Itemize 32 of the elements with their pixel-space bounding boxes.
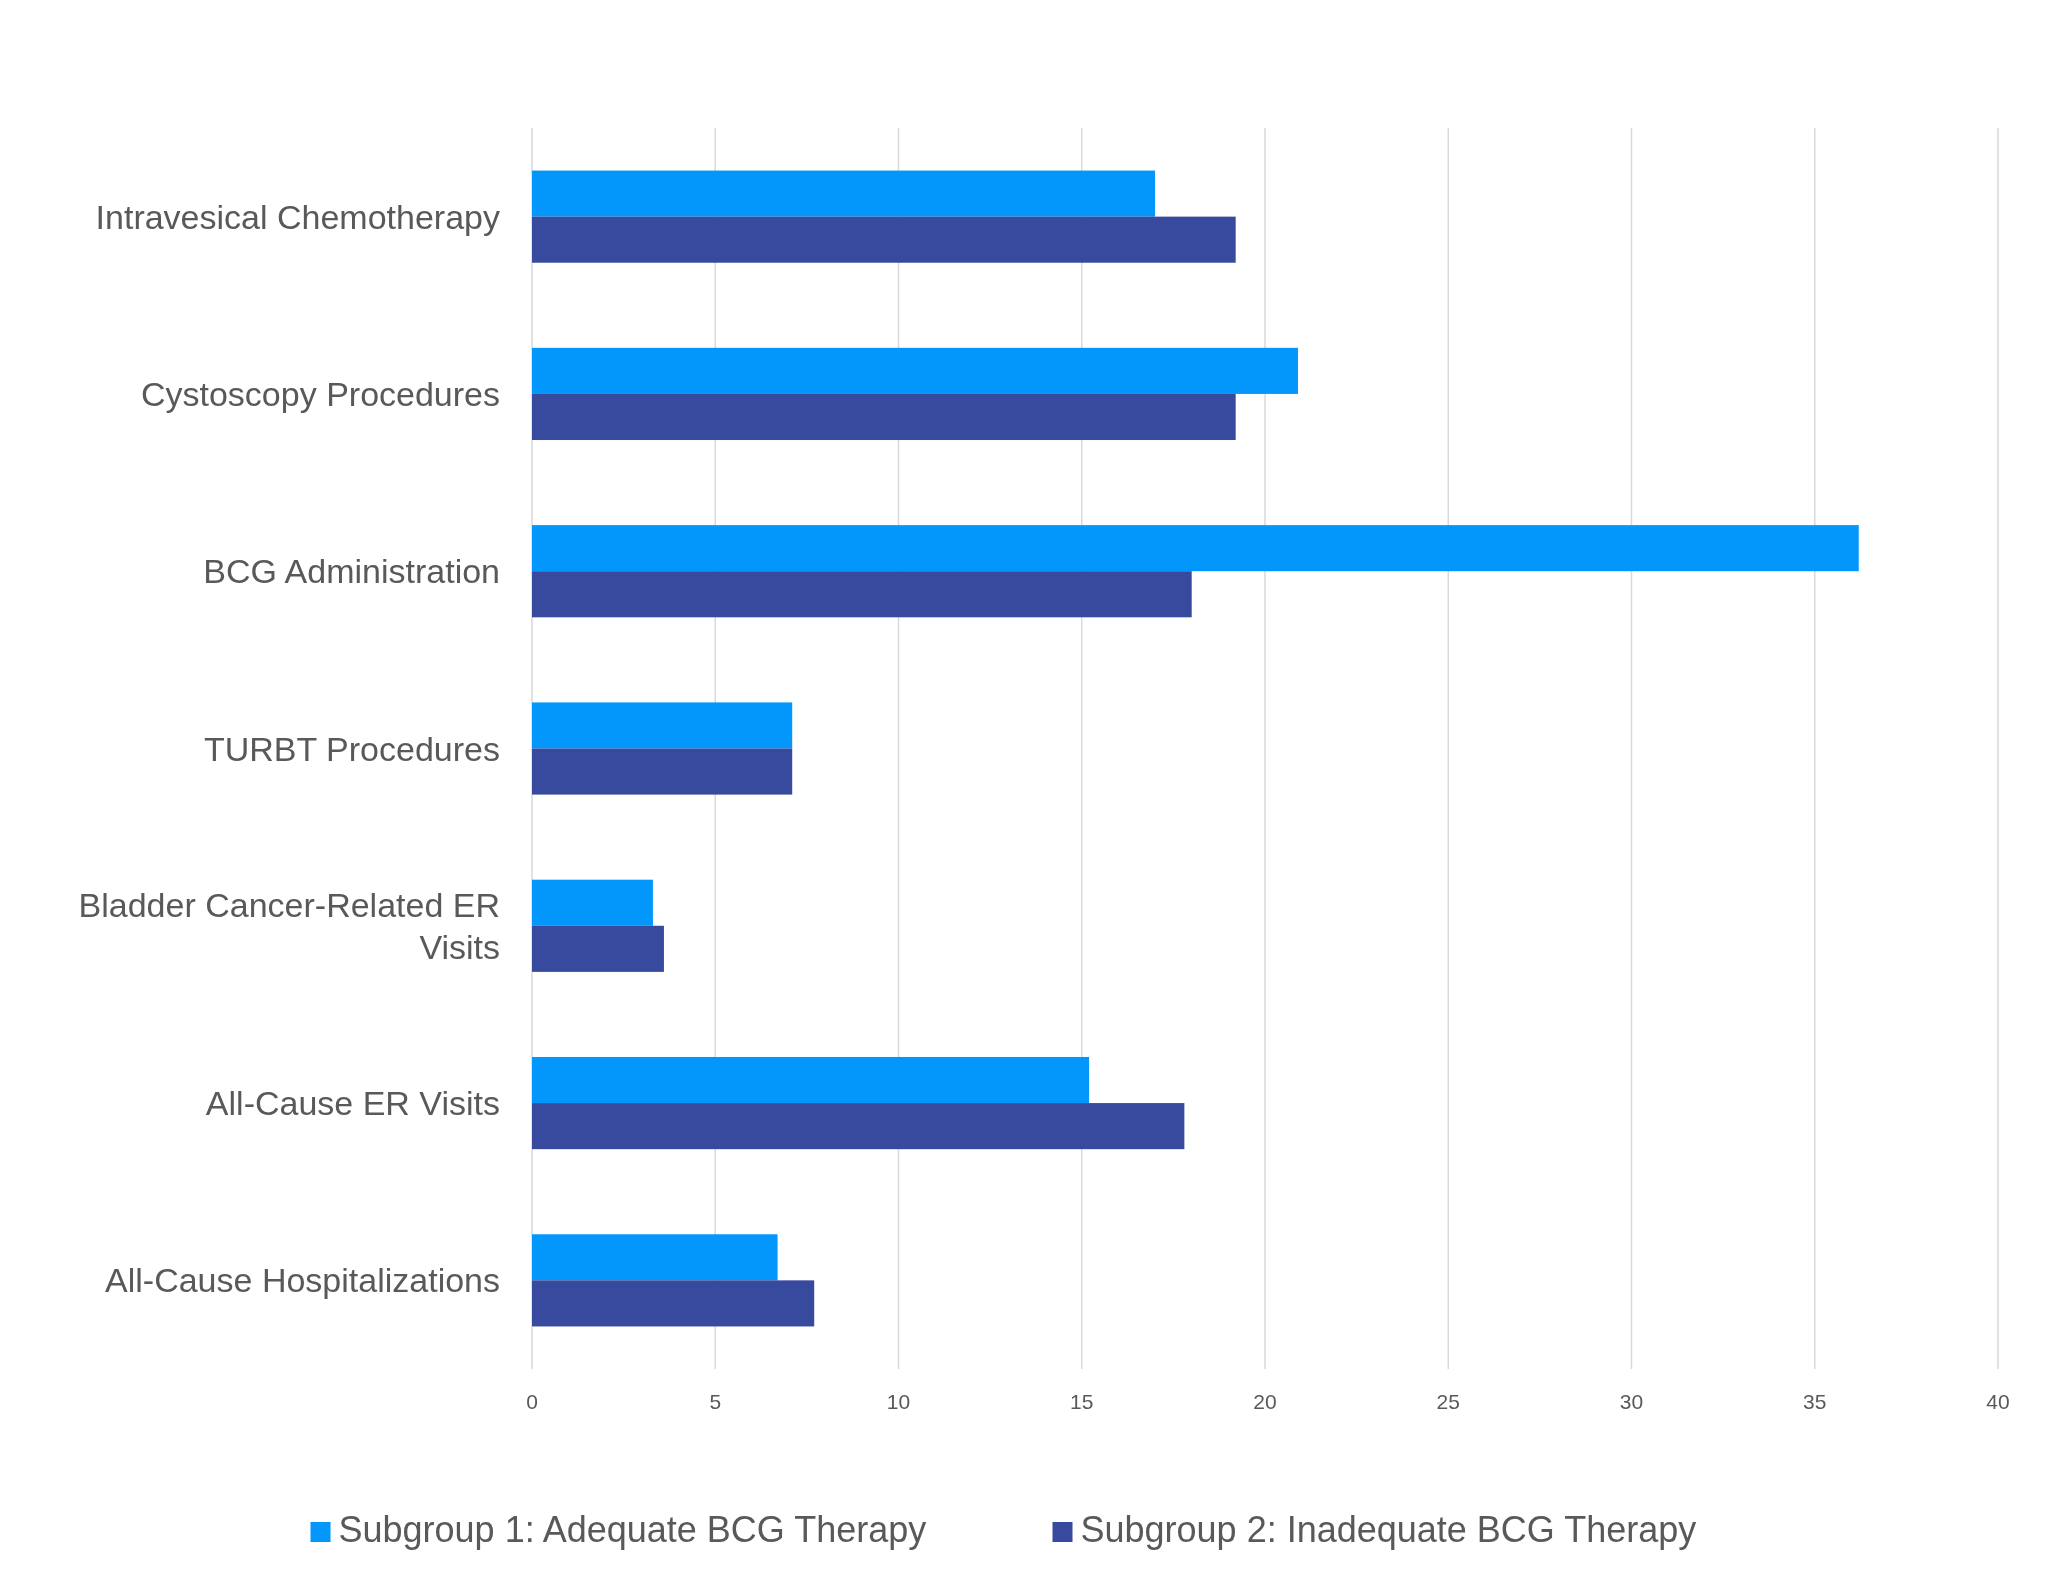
x-tick-label: 15: [1070, 1390, 1094, 1413]
bar: [532, 1103, 1185, 1150]
x-tick-label: 35: [1803, 1390, 1827, 1413]
bar: [532, 1280, 815, 1327]
x-tick-label: 30: [1619, 1390, 1644, 1413]
x-tick-label: 10: [886, 1390, 911, 1413]
x-tick-label: 20: [1253, 1390, 1277, 1413]
bar: [532, 525, 1859, 572]
y-tick-label: BCG Administration: [203, 552, 500, 591]
legend-label: Subgroup 1: Adequate BCG Therapy: [338, 1509, 927, 1550]
bar: [532, 571, 1192, 618]
bar: [532, 170, 1156, 217]
x-tick-label: 5: [709, 1390, 722, 1413]
y-tick-label: Cystoscopy Procedures: [140, 374, 500, 413]
y-tick-label: All-Cause Hospitalizations: [105, 1261, 500, 1300]
bar: [532, 393, 1236, 441]
bar: [532, 702, 793, 749]
y-tick-label: All-Cause ER Visits: [205, 1084, 500, 1123]
bar: [532, 1234, 778, 1281]
bar: [532, 879, 653, 926]
y-tick-label: Bladder Cancer-Related ER Visits: [78, 885, 500, 966]
y-tick-label: TURBT Procedures: [203, 729, 500, 768]
bar: [532, 1056, 1090, 1104]
x-tick-label: 25: [1436, 1390, 1460, 1413]
x-tick-label: 40: [1986, 1390, 2010, 1413]
legend-label: Subgroup 2: Inadequate BCG Therapy: [1080, 1509, 1697, 1550]
bar: [532, 347, 1298, 394]
bar: [532, 748, 793, 795]
bar: [532, 216, 1236, 263]
y-tick-label: Intravesical Chemotherapy: [95, 197, 500, 236]
bar: [532, 925, 664, 972]
x-tick-label: 0: [526, 1390, 538, 1413]
